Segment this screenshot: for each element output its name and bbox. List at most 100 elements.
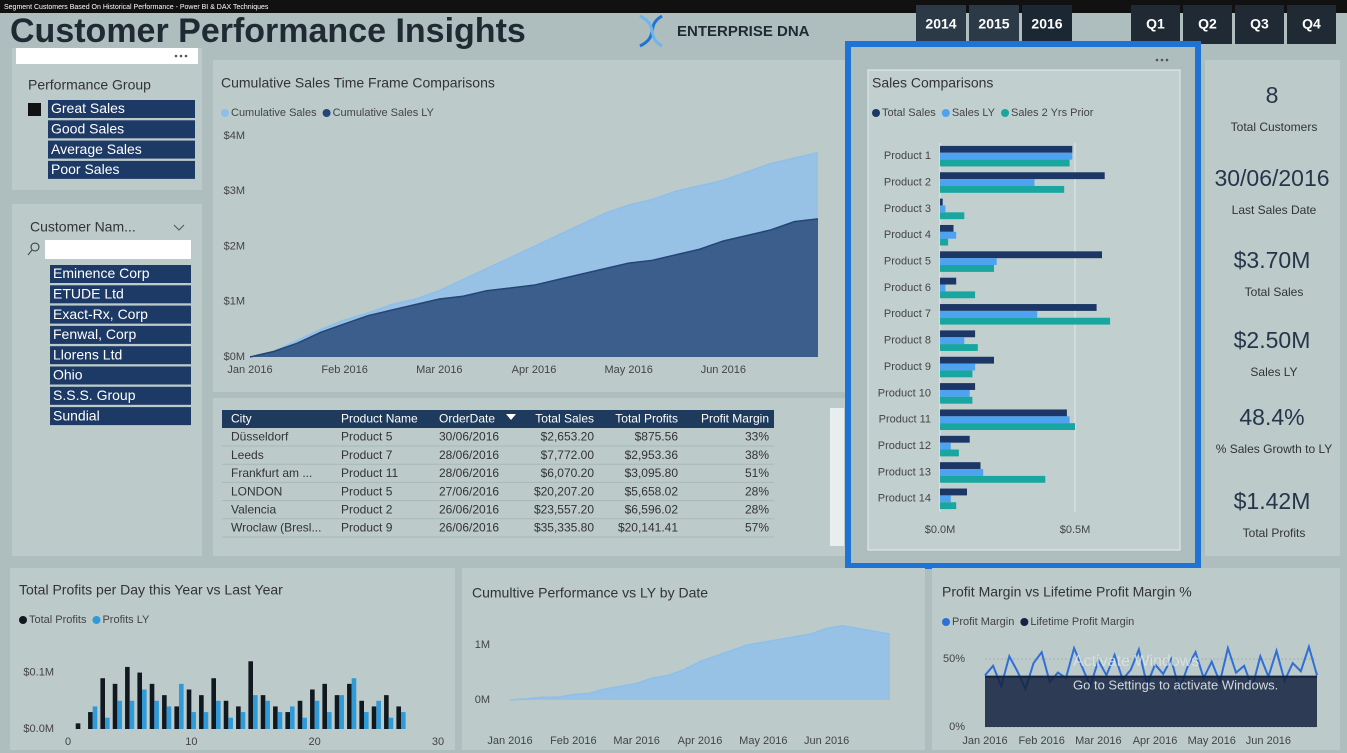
- bar: [253, 695, 258, 729]
- y-tick-label: $2M: [224, 240, 245, 252]
- x-tick-label: Jun 2016: [1246, 735, 1291, 747]
- bar: [940, 317, 1111, 325]
- x-tick-label: 20: [309, 736, 321, 748]
- quarter-button[interactable]: [1131, 5, 1180, 44]
- quarter-button[interactable]: [1183, 5, 1232, 44]
- bar: [228, 717, 233, 729]
- year-button[interactable]: [969, 5, 1019, 44]
- watermark-text: Go to Settings to activate Windows.: [1073, 677, 1278, 692]
- x-tick-label: Jan 2016: [962, 735, 1007, 747]
- legend-label: Total Profits: [29, 614, 87, 626]
- slicer-item[interactable]: [50, 346, 191, 365]
- table-cell: $7,772.00: [541, 448, 595, 462]
- year-label: 2015: [978, 16, 1009, 32]
- year-button[interactable]: [1022, 5, 1072, 44]
- search-icon: [27, 249, 33, 256]
- bar: [129, 700, 135, 729]
- slicer-checkbox[interactable]: [28, 103, 41, 116]
- slicer-item[interactable]: [48, 140, 195, 159]
- area-line: [249, 218, 819, 358]
- y-tick-label: 50%: [943, 653, 965, 665]
- quarter-label: Q3: [1250, 16, 1269, 32]
- bar: [940, 179, 1035, 186]
- quarter-label: Q4: [1302, 16, 1321, 32]
- bar: [191, 712, 196, 729]
- slicer-item[interactable]: [48, 100, 195, 118]
- bar: [396, 706, 401, 729]
- legend-marker: [92, 616, 101, 624]
- kpi-value: $2.50M: [1234, 327, 1311, 353]
- year-label: 2014: [925, 16, 956, 32]
- x-tick-label: $0.0M: [925, 524, 956, 536]
- scrollbar[interactable]: [830, 408, 844, 546]
- bar: [940, 231, 957, 239]
- kpi-value: $1.42M: [1234, 488, 1311, 514]
- chart-title: Total Profits per Day this Year vs Last …: [19, 582, 283, 598]
- y-tick-label: Product 10: [878, 387, 931, 399]
- y-tick-label: Product 8: [884, 335, 931, 347]
- bar: [940, 435, 970, 443]
- table-cell: Wroclaw (Bresl...: [231, 521, 321, 535]
- table-cell: $20,207.20: [534, 484, 594, 498]
- slicer-item[interactable]: [50, 265, 191, 283]
- quarter-button[interactable]: [1287, 5, 1336, 44]
- table-cell: $20,141.41: [618, 521, 678, 535]
- search-box[interactable]: [45, 240, 191, 259]
- bar: [186, 689, 192, 729]
- bar: [940, 185, 1065, 193]
- bar: [203, 712, 209, 729]
- y-tick-label: Product 11: [879, 414, 931, 426]
- chart-title: Cumulative Sales Time Frame Comparisons: [221, 75, 495, 91]
- slicer-item[interactable]: [48, 160, 195, 179]
- table-cell: $3,095.80: [625, 466, 679, 480]
- column-header: Product Name: [341, 412, 418, 426]
- slicer-item-label: Eminence Corp: [53, 265, 150, 281]
- slicer-item[interactable]: [50, 285, 191, 304]
- area-line: [249, 151, 819, 358]
- legend-marker: [872, 109, 880, 117]
- slicer-item[interactable]: [50, 407, 191, 426]
- slicer-item[interactable]: [50, 305, 191, 324]
- column-header: Total Profits: [615, 412, 678, 426]
- y-tick-label: $1M: [224, 296, 245, 308]
- slicer-item[interactable]: [50, 366, 191, 385]
- table-cell: 26/06/2016: [439, 502, 499, 516]
- y-tick-label: Product 4: [884, 229, 931, 241]
- bar: [125, 666, 130, 729]
- kpi-label: Total Customers: [1231, 120, 1318, 134]
- bar: [277, 712, 283, 729]
- column-header: Profit Margin: [701, 412, 769, 426]
- table-cell: Product 11: [341, 466, 398, 480]
- bar: [314, 700, 320, 729]
- dropdown-chevron[interactable]: [173, 224, 185, 231]
- bar: [290, 706, 295, 729]
- chart-title: Cumultive Performance vs LY by Date: [472, 585, 708, 601]
- y-tick-label: Product 7: [884, 308, 931, 320]
- quarter-button[interactable]: [1235, 5, 1284, 44]
- y-tick-label: Product 13: [878, 466, 931, 478]
- bar: [137, 672, 142, 729]
- slicer-item[interactable]: [50, 325, 191, 344]
- table-header: [222, 410, 774, 428]
- bar: [940, 383, 976, 390]
- kpi-label: Sales LY: [1250, 365, 1297, 379]
- slicer-item-label: Good Sales: [51, 121, 124, 137]
- table-cell: 28/06/2016: [439, 448, 499, 462]
- y-tick-label: $4M: [224, 130, 245, 142]
- bar: [199, 695, 204, 729]
- bar: [310, 689, 315, 729]
- bar: [940, 205, 946, 213]
- search-icon: [30, 242, 40, 252]
- table-cell: LONDON: [231, 484, 282, 498]
- bar: [940, 396, 973, 404]
- x-tick-label: 0: [65, 736, 71, 748]
- bar: [236, 706, 241, 729]
- bar: [112, 683, 118, 729]
- kpi-value: $3.70M: [1234, 247, 1311, 273]
- table-cell: 57%: [745, 521, 769, 535]
- slicer-item[interactable]: [48, 120, 195, 139]
- slicer-item[interactable]: [50, 386, 191, 405]
- table-cell: 26/06/2016: [439, 521, 499, 535]
- year-button[interactable]: [916, 5, 966, 44]
- bar: [297, 700, 303, 729]
